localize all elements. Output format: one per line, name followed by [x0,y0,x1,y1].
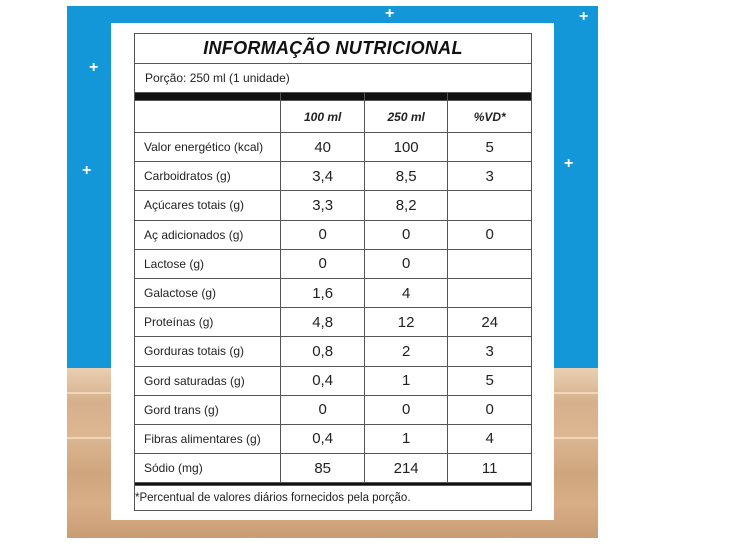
value-per-250ml: 0 [363,219,449,250]
nutrient-name: Galactose (g) [133,277,282,309]
column-headers: 100 ml 250 ml %VD* [133,100,532,133]
value-daily-percent [447,248,532,279]
value-daily-percent: 4 [447,423,532,455]
sparkle-icon: + [82,162,92,179]
column-header-100ml: 100 ml [280,100,365,133]
column-header-vd: %VD* [447,100,532,133]
value-per-250ml: 8,2 [363,190,449,221]
value-per-250ml: 4 [363,277,449,309]
sparkle-icon: + [564,155,574,172]
portion-size: Porção: 250 ml (1 unidade) [134,63,532,93]
table-row: Galactose (g) 1,6 4 [133,277,532,309]
value-daily-percent [447,190,532,221]
value-per-100ml: 40 [280,131,365,163]
nutrient-name: Valor energético (kcal) [133,131,282,163]
value-per-100ml: 4,8 [280,307,365,338]
nutrition-table: INFORMAÇÃO NUTRICIONAL Porção: 250 ml (1… [133,33,532,512]
value-per-100ml: 0 [280,394,365,425]
sparkle-icon: + [89,59,99,76]
table-row: Sódio (mg) 85 214 11 [133,453,532,484]
nutrient-name: Carboidratos (g) [133,161,282,192]
value-per-250ml: 0 [363,394,449,425]
footnote: *Percentual de valores diários fornecido… [134,485,532,512]
value-per-250ml: 8,5 [363,161,449,192]
nutrient-name: Fibras alimentares (g) [133,423,282,455]
table-row: Gord trans (g) 0 0 0 [133,394,532,425]
nutrient-name: Aç adicionados (g) [133,219,282,250]
value-per-100ml: 3,4 [280,161,365,192]
value-per-100ml: 0,4 [280,365,365,396]
table-row: Carboidratos (g) 3,4 8,5 3 [133,161,532,192]
header-divider [133,92,532,101]
column-header-250ml: 250 ml [363,100,449,133]
value-daily-percent: 0 [447,394,532,425]
value-daily-percent: 5 [447,131,532,163]
value-per-100ml: 0,8 [280,336,365,367]
value-daily-percent: 3 [447,336,532,367]
value-per-100ml: 3,3 [280,190,365,221]
value-per-250ml: 2 [363,336,449,367]
table-row: Gorduras totais (g) 0,8 2 3 [133,336,532,367]
nutrient-name: Gord trans (g) [133,394,282,425]
value-per-100ml: 0 [280,248,365,279]
table-row: Açúcares totais (g) 3,3 8,2 [133,190,532,221]
value-daily-percent: 5 [447,365,532,396]
sparkle-icon: + [579,8,589,25]
column-header-nutrient [133,100,282,133]
value-per-100ml: 0,4 [280,423,365,455]
nutrient-name: Gord saturadas (g) [133,365,282,396]
value-daily-percent: 11 [447,453,532,484]
table-row: Fibras alimentares (g) 0,4 1 4 [133,423,532,455]
value-daily-percent: 24 [447,307,532,338]
value-per-250ml: 0 [363,248,449,279]
sparkle-icon: + [385,5,395,22]
value-per-250ml: 100 [363,131,449,163]
nutrient-name: Sódio (mg) [133,453,282,484]
table-row: Lactose (g) 0 0 [133,248,532,279]
value-per-100ml: 1,6 [280,277,365,309]
value-daily-percent: 0 [447,219,532,250]
table-row: Proteínas (g) 4,8 12 24 [133,307,532,338]
value-per-250ml: 214 [363,453,449,484]
value-per-250ml: 1 [363,365,449,396]
value-per-250ml: 1 [363,423,449,455]
value-per-250ml: 12 [363,307,449,338]
value-per-100ml: 85 [280,453,365,484]
nutrient-name: Açúcares totais (g) [133,190,282,221]
table-row: Valor energético (kcal) 40 100 5 [133,131,532,163]
nutrient-name: Lactose (g) [133,248,282,279]
table-row: Aç adicionados (g) 0 0 0 [133,219,532,250]
value-per-100ml: 0 [280,219,365,250]
table-title: INFORMAÇÃO NUTRICIONAL [134,33,532,64]
value-daily-percent [447,277,532,309]
nutrient-name: Proteínas (g) [133,307,282,338]
nutrient-name: Gorduras totais (g) [133,336,282,367]
table-row: Gord saturadas (g) 0,4 1 5 [133,365,532,396]
value-daily-percent: 3 [447,161,532,192]
